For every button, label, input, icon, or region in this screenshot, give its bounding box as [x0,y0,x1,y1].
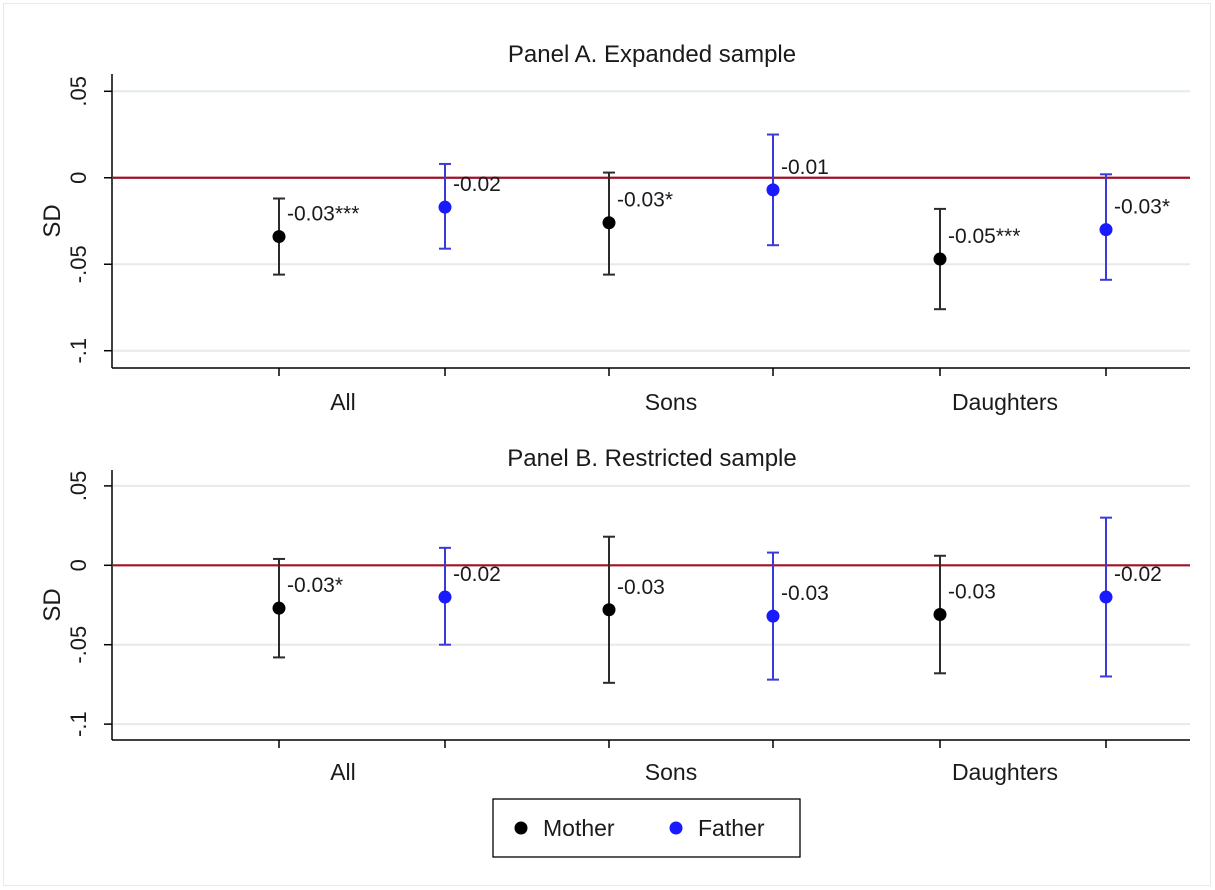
mother-value-label: -0.03 [948,581,996,604]
y-axis-title: SD [39,204,66,237]
category-label-all: All [330,389,356,415]
panel-b: .05 0 -.05 -.1 SD All Sons Daughters Panel B. Re… [39,445,1190,785]
father-value-label: -0.02 [453,563,501,586]
father-point [766,609,780,623]
category-label-daughters: Daughters [952,389,1058,415]
mother-point [602,216,616,230]
mother-point [933,252,947,266]
legend: Mother Father [492,798,801,858]
legend-label-mother: Mother [543,815,615,841]
y-tick-label: -.05 [66,626,91,664]
panel-title: Panel A. Expanded sample [508,41,796,68]
category-label-all: All [330,759,356,785]
figure-frame [3,3,1211,886]
father-point [438,590,452,604]
y-tick-label: .05 [66,76,91,107]
mother-value-label: -0.03* [287,574,343,597]
father-point [1099,590,1113,604]
mother-value-label: -0.03 [617,576,665,599]
y-axis-title: SD [39,588,66,621]
y-tick-label: 0 [66,559,91,571]
legend-marker-mother [514,821,528,835]
mother-value-label: -0.05*** [948,225,1020,248]
father-value-label: -0.03* [1114,196,1170,219]
y-tick-label: 0 [66,172,91,184]
father-value-label: -0.02 [453,173,501,196]
father-point [766,183,780,197]
category-label-sons: Sons [645,389,697,415]
panel-title: Panel B. Restricted sample [507,445,796,472]
legend-marker-father [669,821,683,835]
father-point [1099,223,1113,237]
y-tick-label: .05 [66,471,91,502]
mother-value-label: -0.03* [617,189,673,212]
father-point [438,200,452,214]
legend-label-father: Father [698,815,765,841]
father-value-label: -0.01 [781,156,829,179]
mother-point [272,601,286,615]
panel-a: .05 0 -.05 -.1 SD All Sons Daughters Panel A. Ex… [39,41,1190,415]
father-value-label: -0.03 [781,582,829,605]
mother-value-label: -0.03*** [287,203,359,226]
mother-point [933,608,947,622]
mother-point [272,230,286,244]
y-tick-label: -.1 [66,338,91,364]
category-label-sons: Sons [645,759,697,785]
mother-point [602,603,616,617]
legend-box [492,798,801,858]
father-value-label: -0.02 [1114,563,1162,586]
y-tick-label: -.1 [66,711,91,737]
category-label-daughters: Daughters [952,759,1058,785]
y-tick-label: -.05 [66,245,91,283]
